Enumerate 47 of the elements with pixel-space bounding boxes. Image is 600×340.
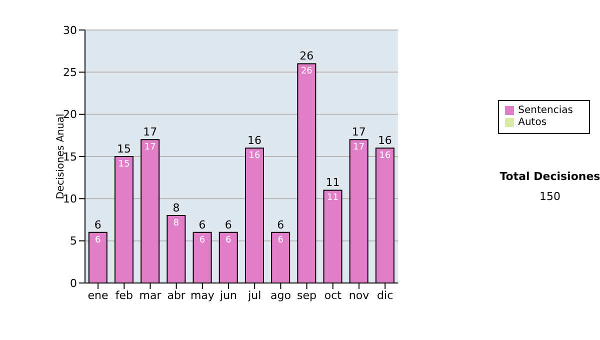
data-label: 11 [327,193,338,204]
y-tick-label: 10 [63,192,77,206]
total-label: 6 [224,218,232,232]
total-label: 6 [198,218,206,232]
y-tick-label: 0 [70,276,77,290]
x-tick-label: sep [297,288,317,302]
data-label: 6 [226,235,232,246]
total-label: 15 [117,142,132,156]
data-label: 16 [248,151,260,162]
x-tick-label: ene [88,288,109,302]
text: 150 [538,190,562,203]
total-label: 16 [247,134,262,148]
total-label: 8 [172,202,180,215]
total-label: 17 [143,126,158,139]
text: Total Decisiones [498,170,600,183]
total-label: 6 [277,218,284,232]
x-tick-label: mar [139,288,162,302]
legend-label: Autos [518,117,547,128]
y-tick-label: 5 [70,234,77,248]
y-tick-label: 20 [63,108,77,122]
legend-label: Sentencias [518,105,573,116]
x-tick-label: oct [324,288,342,302]
x-tick-label: jun [219,288,238,302]
data-label: 17 [353,142,365,153]
data-label: 17 [144,142,156,153]
x-tick-label: dic [377,288,394,302]
x-tick-label: may [190,288,215,302]
data-label: 15 [118,160,130,170]
data-label: 16 [379,151,391,162]
x-tick-label: ago [270,288,292,302]
data-label: 6 [199,235,206,246]
x-tick-label: abr [167,288,186,302]
data-label: 8 [173,218,180,229]
y-tick-label: 30 [63,24,77,37]
data-label: 6 [95,235,102,246]
y-tick-label: 25 [63,66,77,80]
x-tick-label: feb [115,288,133,302]
x-tick-label: jul [247,288,262,302]
data-label: 26 [300,66,313,77]
total-label: 17 [352,126,366,139]
total-label: 16 [378,134,392,148]
x-tick-label: nov [348,288,370,302]
total-label: 11 [326,176,340,190]
y-tick-label: 15 [63,150,77,164]
data-label: 6 [278,235,284,246]
total-label: 6 [94,218,102,232]
total-label: 26 [300,50,314,63]
